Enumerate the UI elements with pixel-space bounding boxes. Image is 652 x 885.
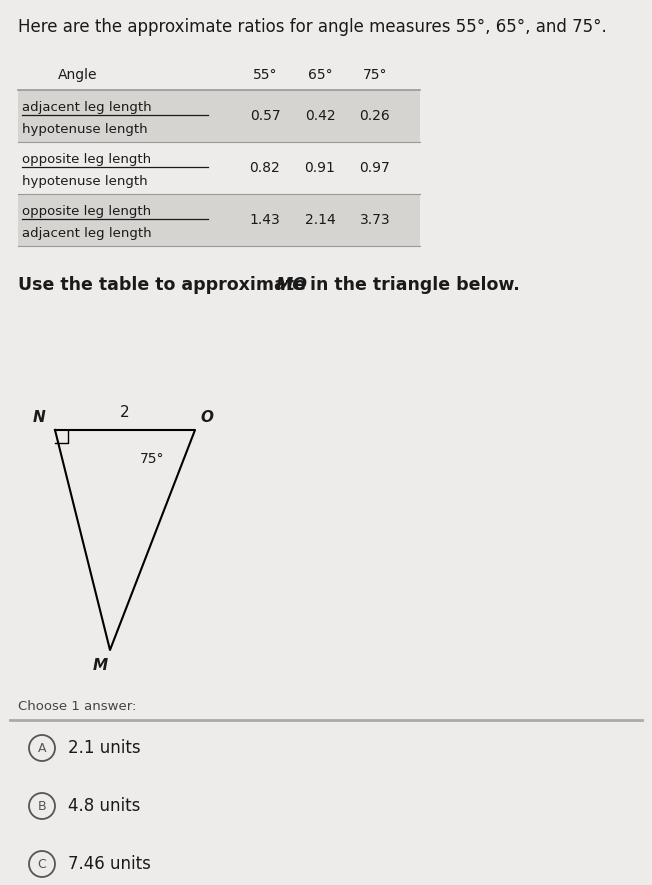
Text: opposite leg length: opposite leg length xyxy=(22,205,151,219)
Text: 0.91: 0.91 xyxy=(304,161,335,175)
Text: 0.26: 0.26 xyxy=(360,109,391,123)
Text: opposite leg length: opposite leg length xyxy=(22,153,151,166)
Text: M: M xyxy=(93,658,108,673)
Text: N: N xyxy=(32,410,45,425)
Text: Here are the approximate ratios for angle measures 55°, 65°, and 75°.: Here are the approximate ratios for angl… xyxy=(18,18,607,36)
Text: 7.46 units: 7.46 units xyxy=(68,855,151,873)
Text: 75°: 75° xyxy=(363,68,387,82)
Text: 55°: 55° xyxy=(253,68,277,82)
Text: 2: 2 xyxy=(120,405,130,420)
Text: C: C xyxy=(38,858,46,871)
Text: 1.43: 1.43 xyxy=(250,213,280,227)
Text: 3.73: 3.73 xyxy=(360,213,391,227)
Text: O: O xyxy=(200,410,213,425)
Text: adjacent leg length: adjacent leg length xyxy=(22,102,152,114)
Text: Angle: Angle xyxy=(58,68,98,82)
Text: hypotenuse length: hypotenuse length xyxy=(22,175,147,189)
Text: 0.97: 0.97 xyxy=(360,161,391,175)
Text: 4.8 units: 4.8 units xyxy=(68,797,140,815)
Text: B: B xyxy=(38,799,46,812)
Text: 0.82: 0.82 xyxy=(250,161,280,175)
Text: 65°: 65° xyxy=(308,68,333,82)
Text: Choose 1 answer:: Choose 1 answer: xyxy=(18,700,136,713)
Text: 2.1 units: 2.1 units xyxy=(68,739,141,757)
Bar xyxy=(18,142,420,194)
Text: 0.42: 0.42 xyxy=(304,109,335,123)
Bar xyxy=(18,194,420,246)
Text: 0.57: 0.57 xyxy=(250,109,280,123)
Text: MO: MO xyxy=(276,276,308,294)
Text: 75°: 75° xyxy=(140,452,164,466)
Text: hypotenuse length: hypotenuse length xyxy=(22,124,147,136)
Text: A: A xyxy=(38,742,46,755)
Text: Use the table to approximate: Use the table to approximate xyxy=(18,276,312,294)
Bar xyxy=(18,90,420,142)
Text: 2.14: 2.14 xyxy=(304,213,335,227)
Text: in the triangle below.: in the triangle below. xyxy=(304,276,520,294)
Text: adjacent leg length: adjacent leg length xyxy=(22,227,152,241)
